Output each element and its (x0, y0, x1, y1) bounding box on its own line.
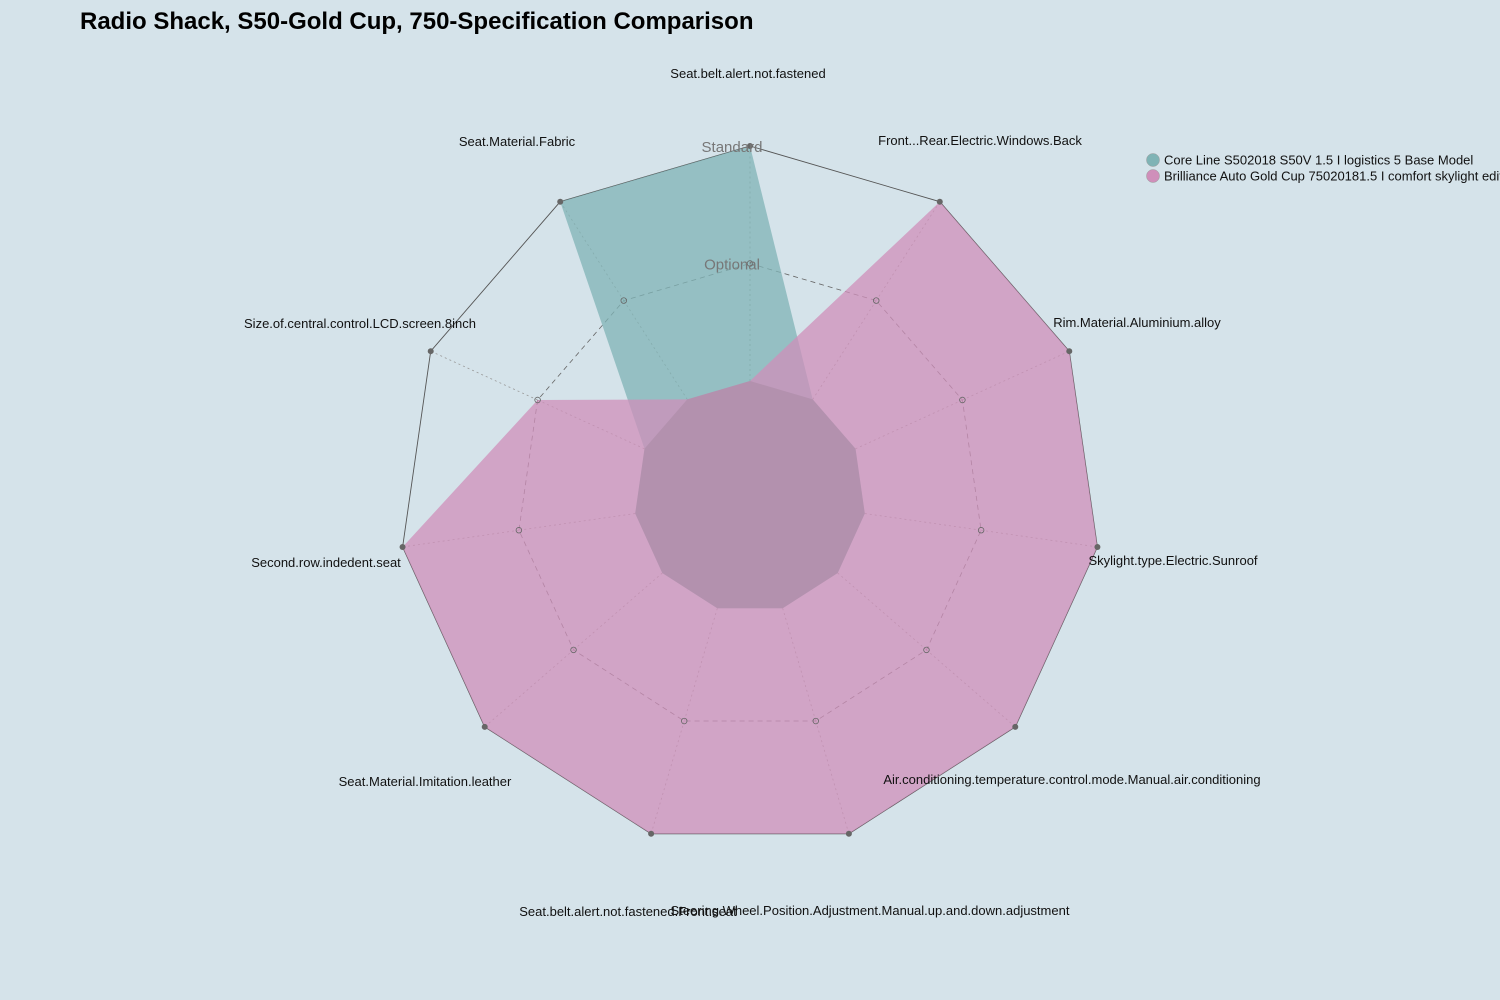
legend-label-0: Core Line S502018 S50V 1.5 I logistics 5… (1164, 153, 1473, 168)
grid-point-optional-2 (959, 396, 966, 404)
grid-point-optional-7 (570, 646, 577, 654)
level-labels: Optional Standard (702, 139, 763, 274)
radar-points (399, 143, 1101, 837)
axis-label-8: Second.row.indedent.seat (251, 555, 401, 570)
level-label-optional: Optional (704, 257, 760, 274)
axis-label-2: Rim.Material.Aluminium.alloy (1053, 315, 1221, 330)
grid-point-standard-0 (747, 143, 753, 149)
grid-point-standard-7 (481, 723, 488, 730)
grid-point-standard-5 (845, 830, 852, 837)
axis-label-1: Front...Rear.Electric.Windows.Back (878, 133, 1082, 148)
grid-point-optional-3 (977, 527, 985, 534)
grid-point-optional-4 (923, 646, 930, 654)
axis-label-0: Seat.belt.alert.not.fastened (670, 66, 825, 81)
grid-point-standard-9 (427, 348, 434, 355)
grid-point-standard-1 (936, 198, 943, 205)
chart-title: Radio Shack, S50-Gold Cup, 750-Specifica… (80, 8, 753, 35)
axis-label-6: Seat.belt.alert.not.fastened.Front.seat (519, 904, 737, 919)
grid-point-optional-8 (515, 527, 523, 534)
grid-point-standard-2 (1066, 348, 1073, 355)
grid-point-standard-3 (1094, 543, 1101, 550)
axis-labels: Seat.belt.alert.not.fastened Front...Rear… (244, 66, 1261, 919)
grid-point-standard-6 (648, 830, 655, 837)
grid-point-standard-4 (1012, 723, 1019, 730)
grid-point-optional-1 (873, 297, 880, 304)
grid-point-optional-9 (534, 396, 541, 404)
legend-swatch-0 (1146, 153, 1160, 167)
grid-point-optional-10 (620, 297, 627, 304)
grid-point-optional-0 (746, 260, 754, 267)
axis-label-7: Seat.Material.Imitation.leather (339, 774, 512, 789)
legend: Core Line S502018 S50V 1.5 I logistics 5… (1146, 153, 1500, 184)
grid-point-standard-10 (557, 198, 564, 205)
level-label-standard: Standard (702, 139, 763, 156)
grid-point-optional-5 (812, 717, 819, 725)
grid-point-optional-6 (681, 717, 688, 725)
axis-label-3: Skylight.type.Electric.Sunroof (1088, 553, 1257, 568)
legend-label-1: Brilliance Auto Gold Cup 75020181.5 I co… (1164, 169, 1500, 184)
center-overlap (635, 381, 865, 609)
grid-spoke (430, 350, 538, 401)
axis-label-4: Air.conditioning.temperature.control.mod… (883, 772, 1260, 787)
axis-label-10: Seat.Material.Fabric (459, 134, 576, 149)
axis-label-9: Size.of.central.control.LCD.screen.8inch (244, 316, 476, 331)
grid-point-standard-8 (399, 543, 406, 550)
radar-series (402, 146, 1098, 834)
legend-swatch-1 (1146, 169, 1160, 183)
axis-label-5: Steering.Wheel.Position.Adjustment.Manua… (671, 903, 1070, 918)
